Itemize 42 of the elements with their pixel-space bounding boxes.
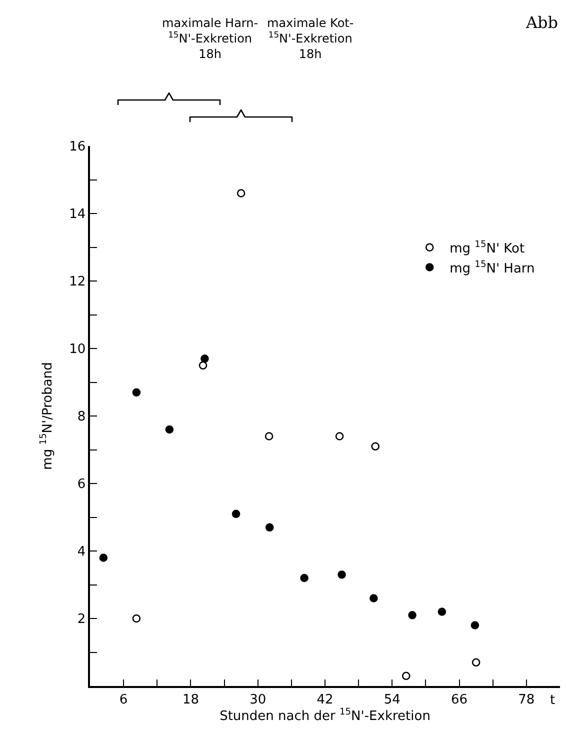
x-tick-label: 78 [518,692,535,708]
y-tick-label: 12 [69,274,86,290]
text: maximale Harn- $^{15}$N'-Exkretion 18h [162,16,258,62]
point [99,554,108,562]
x-tick-label: 42 [316,692,334,708]
y-tick-label: 2 [77,612,86,628]
text: t [550,693,556,708]
point [370,594,378,602]
point [472,658,480,667]
text: maximale Kot- $^{15}$N'-Exkretion 18h [267,16,354,62]
point [408,610,416,620]
x-tick-label: 6 [119,692,128,708]
point [470,621,480,630]
text: Abb [525,13,558,32]
point [338,570,346,579]
y-tick-label: 8 [77,410,86,425]
point [438,608,446,616]
point [132,614,141,623]
point [335,432,344,440]
y-tick-label: 16 [69,140,86,155]
point [402,672,410,680]
y-tick-label: 10 [69,342,86,358]
point [165,425,174,434]
x-tick-label: 30 [250,692,266,708]
point [264,432,274,440]
point [200,354,209,363]
point [371,442,380,451]
y-tick-label: 6 [77,477,86,492]
legend-label: mg $^{15}$N' Kot [450,240,525,256]
legend-label: mg $^{15}$N' Harn [450,260,535,276]
point [300,574,308,582]
y-tick-label: 14 [69,207,86,222]
x-tick-label: 54 [384,692,400,708]
point [132,388,141,397]
point [232,510,240,518]
point [236,189,246,198]
point [198,361,208,370]
x-tick-label: 66 [451,692,468,708]
point [265,523,274,532]
y-tick-label: 4 [77,544,86,560]
x-axis-title: Stunden nach der $^{15}$N'-Exkretion [220,707,430,724]
x-tick-label: 18 [182,692,199,708]
